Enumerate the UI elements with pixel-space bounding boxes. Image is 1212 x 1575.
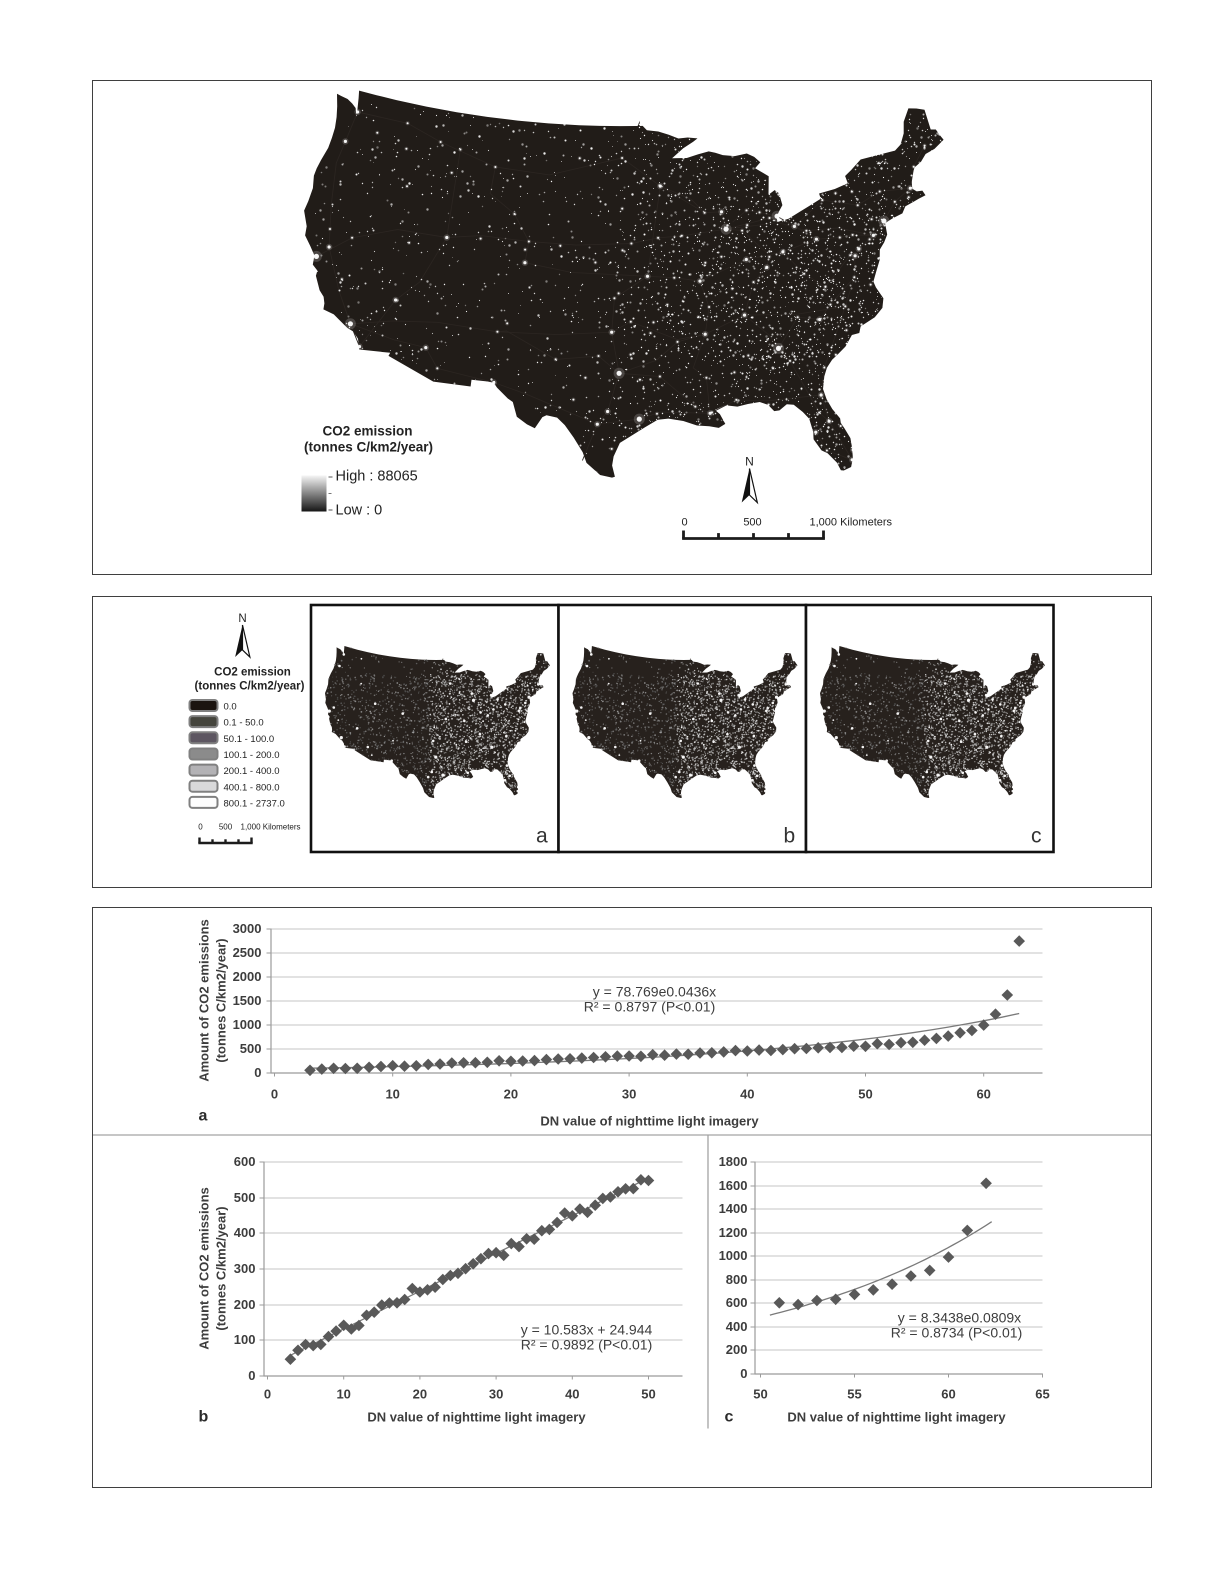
svg-text:Low : 0: Low : 0 — [336, 503, 383, 519]
svg-text:500: 500 — [743, 517, 761, 529]
svg-text:N: N — [238, 613, 246, 625]
svg-text:(tonnes C/km2/year): (tonnes C/km2/year) — [195, 681, 305, 693]
svg-text:CO2 emission: CO2 emission — [214, 667, 291, 679]
svg-text:1,000 Kilometers: 1,000 Kilometers — [241, 823, 301, 832]
svg-text:0: 0 — [198, 823, 203, 832]
svg-text:400.1 - 800.0: 400.1 - 800.0 — [224, 782, 280, 793]
svg-text:N: N — [745, 455, 754, 469]
svg-text:500: 500 — [219, 823, 233, 832]
svg-text:1,000 Kilometers: 1,000 Kilometers — [810, 517, 893, 529]
svg-text:(tonnes C/km2/year): (tonnes C/km2/year) — [304, 440, 433, 455]
svg-text:High : 88065: High : 88065 — [336, 469, 418, 485]
svg-text:50.1 - 100.0: 50.1 - 100.0 — [224, 734, 275, 745]
svg-text:800.1 - 2737.0: 800.1 - 2737.0 — [224, 798, 285, 809]
svg-text:0.0: 0.0 — [224, 702, 237, 713]
svg-text:200.1 - 400.0: 200.1 - 400.0 — [224, 766, 280, 777]
svg-text:CO2 emission: CO2 emission — [322, 424, 412, 439]
svg-text:0.1 - 50.0: 0.1 - 50.0 — [224, 718, 264, 729]
svg-text:0: 0 — [681, 517, 687, 529]
svg-text:100.1 - 200.0: 100.1 - 200.0 — [224, 750, 280, 761]
